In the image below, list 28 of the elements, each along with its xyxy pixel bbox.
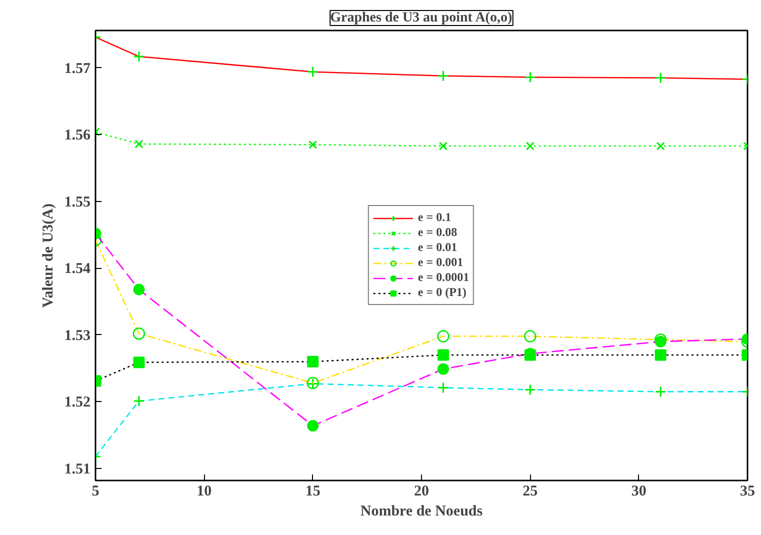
legend-label: e = 0.001 xyxy=(418,255,464,270)
x-tick-label: 10 xyxy=(196,484,212,500)
x-tick-label: 35 xyxy=(740,484,755,500)
point xyxy=(438,142,448,150)
x-axis-title: Nombre de Noeuds xyxy=(360,504,483,520)
y-axis-title: Valeur de U3(A) xyxy=(40,204,56,308)
y-tick-label: 1.52 xyxy=(64,394,90,411)
point xyxy=(656,142,665,150)
legend-label: e = 0.0001 xyxy=(418,270,470,285)
x-tick-label: 15 xyxy=(305,484,320,500)
x-tick-label: 30 xyxy=(631,484,646,500)
y-tick-label: 1.51 xyxy=(64,461,90,478)
x-tick-label: 25 xyxy=(522,484,538,500)
legend-label: e = 0 (P1) xyxy=(418,285,466,300)
point xyxy=(134,140,144,148)
point xyxy=(308,140,318,149)
legend-label: e = 0.01 xyxy=(418,240,458,255)
y-tick-label: 1.54 xyxy=(64,261,91,278)
chart-title: Graphes de U3 au point A(o,o) xyxy=(330,10,512,26)
legend-label: e = 0.1 xyxy=(418,210,452,225)
point xyxy=(526,142,534,150)
y-tick-label: 1.55 xyxy=(64,194,90,210)
x-tick-label: 5 xyxy=(92,484,100,500)
x-tick-label: 20 xyxy=(414,484,429,500)
y-tick-label: 1.57 xyxy=(64,60,91,77)
y-tick-label: 1.53 xyxy=(64,328,90,344)
y-tick-label: 1.56 xyxy=(64,128,91,144)
legend-label: e = 0.08 xyxy=(418,225,458,240)
